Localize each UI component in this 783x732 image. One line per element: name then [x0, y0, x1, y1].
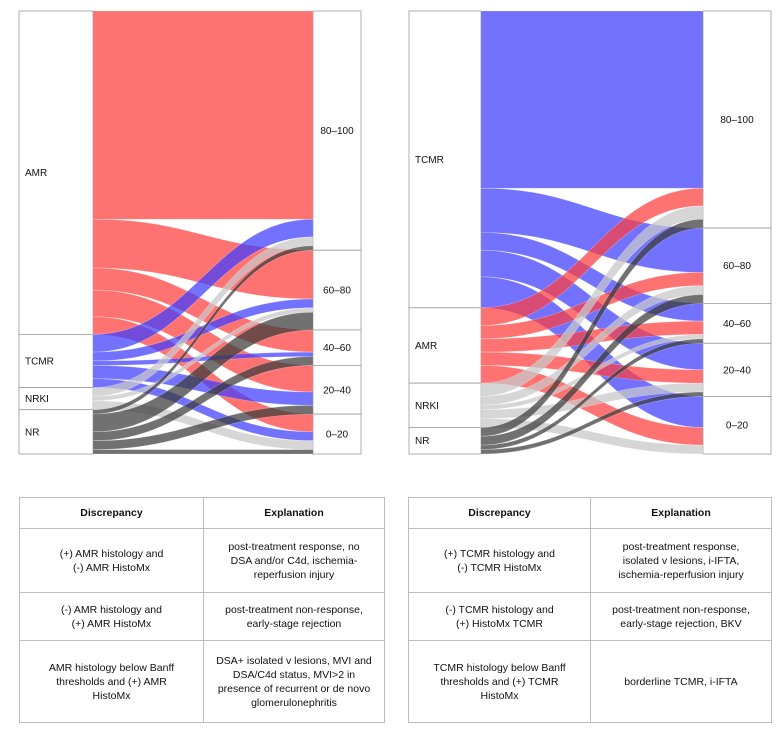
right-node-label: 80–100 — [320, 126, 354, 137]
right-node-label: 60–80 — [723, 261, 751, 272]
flow-nr-to-60-80 — [480, 294, 704, 446]
left-node-amr — [408, 307, 482, 384]
table-row: (-) AMR histology and (+) AMR HistoMx pos… — [19, 592, 385, 641]
discrepancy-cell: TCMR histology below Banff thresholds and… — [408, 640, 591, 723]
explanation-cell: post-treatment response, isolated v lesio… — [590, 528, 772, 593]
left-node-label: NRKI — [415, 401, 439, 412]
explanation-cell: post-treatment response, no DSA and/or C4… — [203, 528, 385, 593]
right-node-80-100 — [702, 10, 772, 229]
right-node-label: 60–80 — [323, 286, 351, 297]
left-node-nr — [408, 427, 482, 455]
left-node-nr — [18, 409, 94, 455]
right-node-20-40 — [312, 364, 362, 415]
table-row: (+) TCMR histology and (-) TCMR HistoMx p… — [408, 528, 772, 593]
right-node-80-100 — [312, 10, 362, 251]
left-node-label: TCMR — [25, 356, 54, 367]
table-header-explanation: Explanation — [590, 497, 772, 529]
explanation-cell: DSA+ isolated v lesions, MVI and DSA/C4d … — [203, 640, 385, 723]
discrepancy-cell: (+) TCMR histology and (-) TCMR HistoMx — [408, 528, 591, 593]
right-node-label: 40–60 — [723, 319, 751, 330]
table-row: (+) AMR histology and (-) AMR HistoMx pos… — [19, 528, 385, 593]
right-node-label: 0–20 — [326, 430, 349, 441]
flow-nr-to-60-80 — [92, 311, 314, 433]
left-node-label: NRKI — [25, 394, 49, 405]
sankey-chart-right: TCMR AMR NRKI NR 80–100 60–80 40–60 20–40 0–20 — [408, 10, 772, 455]
table-row: TCMR histology below Banff thresholds and… — [408, 640, 772, 723]
explanation-cell: post-treatment non-response, early-stage … — [203, 592, 385, 641]
left-node-nrki — [408, 382, 482, 428]
flow-nr-to-40-60 — [92, 356, 314, 442]
discrepancy-cell: (-) TCMR histology and (+) HistoMx TCMR — [408, 592, 591, 641]
discrepancy-cell: AMR histology below Banff thresholds and … — [19, 640, 204, 723]
table-header-explanation: Explanation — [203, 497, 385, 529]
left-node-tcmr — [18, 333, 94, 388]
right-node-60-80 — [702, 227, 772, 304]
flow-nr-to-20-40 — [92, 404, 314, 450]
right-node-label: 20–40 — [323, 385, 351, 396]
explanation-cell: post-treatment non-response, early-stage … — [590, 592, 772, 641]
left-node-label: AMR — [415, 341, 437, 352]
left-node-label: NR — [415, 436, 429, 447]
flow-tcmr-to-80-100 — [480, 10, 704, 189]
discrepancy-cell: (+) AMR histology and (-) AMR HistoMx — [19, 528, 204, 593]
right-node-40-60 — [702, 302, 772, 344]
flow-nr-to-20-40 — [480, 391, 704, 455]
flow-nr-to-80-100 — [92, 245, 314, 415]
discrepancy-table-right: Discrepancy Explanation (+) TCMR histolo… — [408, 497, 772, 723]
left-node-label: NR — [25, 427, 39, 438]
right-node-label: 20–40 — [723, 365, 751, 376]
left-node-amr — [18, 10, 94, 335]
discrepancy-table-left: Discrepancy Explanation (+) AMR histolog… — [19, 497, 385, 723]
flow-amr-to-80-100 — [92, 10, 314, 220]
discrepancy-cell: (-) AMR histology and (+) AMR HistoMx — [19, 592, 204, 641]
table-header-discrepancy: Discrepancy — [19, 497, 204, 529]
table-row: AMR histology below Banff thresholds and … — [19, 640, 385, 723]
table-header-discrepancy: Discrepancy — [408, 497, 591, 529]
flow-nr-to-40-60 — [480, 338, 704, 450]
flow-nr-to-80-100 — [480, 218, 704, 437]
right-node-label: 80–100 — [720, 115, 754, 126]
right-node-label: 0–20 — [726, 421, 749, 432]
sankey-chart-left: AMR TCMR NRKI NR 80–100 60–80 40–60 20–40 0–20 — [18, 10, 362, 455]
right-node-0-20 — [702, 396, 772, 455]
left-node-label: TCMR — [415, 155, 444, 166]
left-node-label: AMR — [25, 168, 47, 179]
explanation-cell: borderline TCMR, i-IFTA — [590, 640, 772, 723]
right-node-label: 40–60 — [323, 343, 351, 354]
flow-nr-to-0-20 — [92, 449, 314, 455]
left-node-tcmr — [408, 10, 482, 309]
table-row: (-) TCMR histology and (+) HistoMx TCMR p… — [408, 592, 772, 641]
right-node-20-40 — [702, 342, 772, 397]
